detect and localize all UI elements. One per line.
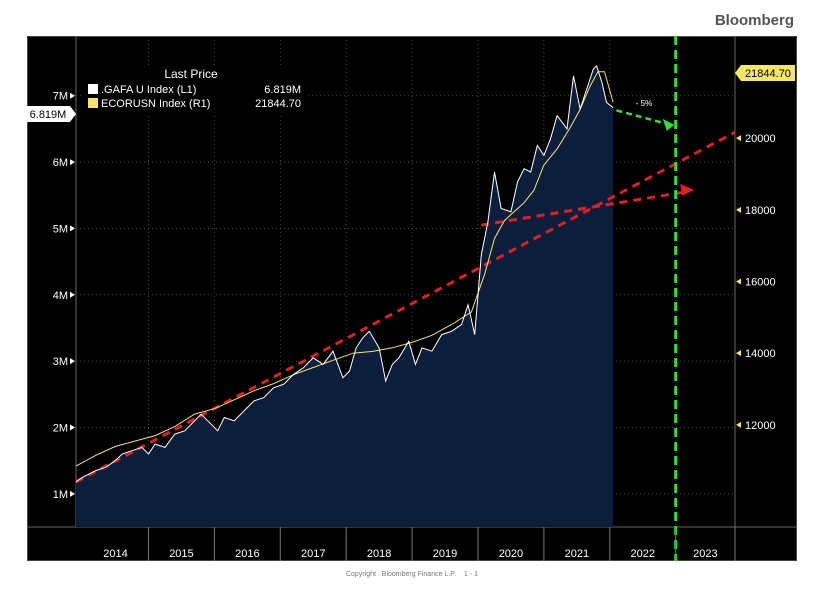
gafa-area-fill: [76, 65, 614, 528]
projection-arrow-line: [616, 109, 667, 125]
right-tick-mark: [736, 421, 741, 428]
left-tick-mark: [70, 291, 75, 298]
projection: [616, 36, 678, 561]
left-last-value-text: 6.819M: [30, 109, 67, 121]
left-tick-label: 7M: [53, 91, 68, 103]
left-last-value-label: 6.819M: [27, 106, 76, 122]
chart-frame: 1M 2M 3M 4M 5M 6M 7M 12000 14000 16000 18000 20000…: [27, 35, 797, 561]
left-tick-mark: [70, 358, 75, 365]
x-tick-label: 2017: [301, 548, 325, 560]
x-tick-label: 2016: [235, 548, 259, 560]
right-last-value-text: 21844.70: [745, 68, 791, 80]
left-tick-label: 2M: [53, 422, 68, 434]
econ-series-line: [75, 71, 614, 467]
x-tick-label: 2019: [433, 548, 457, 560]
x-tick-label: 2021: [565, 548, 589, 560]
legend-value-gafa: 6.819M: [264, 84, 301, 96]
left-tick-label: 4M: [53, 290, 68, 302]
left-tick-mark: [70, 225, 75, 232]
right-axis-ticks: 12000 14000 16000 18000 20000: [736, 133, 776, 432]
x-tick-label: 2020: [499, 548, 523, 560]
left-tick-label: 3M: [53, 356, 68, 368]
right-tick-mark: [736, 350, 741, 357]
x-tick-label: 2018: [367, 548, 391, 560]
chart: 1M 2M 3M 4M 5M 6M 7M 12000 14000 16000 18000 20000…: [27, 35, 797, 561]
x-tick-label: 2014: [103, 548, 127, 560]
legend-box: [83, 65, 307, 113]
right-tick-mark: [736, 278, 741, 285]
left-tick-mark: [70, 159, 75, 166]
left-axis-ticks: 1M 2M 3M 4M 5M 6M 7M: [53, 91, 75, 501]
left-tick-mark: [70, 424, 75, 431]
x-axis-ticks: 2014 2015 2016 2017 2018 2019 2020 2021 2022 2023: [103, 527, 736, 561]
left-tick-label: 6M: [53, 157, 68, 169]
legend-swatch-econ: [88, 98, 98, 108]
left-tick-label: 1M: [53, 489, 68, 501]
legend: Last Price .GAFA U Index (L1) 6.819M ECO…: [83, 65, 307, 113]
trend-lines: [75, 130, 736, 484]
right-last-value-label: 21844.70: [735, 65, 795, 81]
right-tick-label: 16000: [745, 277, 776, 289]
x-tick-label: 2023: [693, 548, 717, 560]
right-tick-label: 18000: [745, 205, 776, 217]
right-tick-mark: [736, 206, 741, 213]
trend-line-upper: [75, 130, 736, 484]
projection-annotation: - 5%: [636, 99, 652, 108]
left-tick-mark: [70, 92, 75, 99]
bloomberg-logo: Bloomberg: [714, 12, 794, 29]
legend-title: Last Price: [164, 67, 218, 81]
right-tick-label: 14000: [745, 348, 776, 360]
x-tick-label: 2015: [169, 548, 193, 560]
right-tick-label: 12000: [745, 420, 776, 432]
legend-value-econ: 21844.70: [255, 98, 301, 110]
legend-name-econ: ECORUSN Index (R1): [101, 98, 210, 110]
legend-swatch-gafa: [88, 84, 98, 94]
trend-line-lower: [481, 190, 686, 227]
left-tick-label: 5M: [53, 223, 68, 235]
gafa-series-line: [75, 64, 614, 483]
right-tick-label: 20000: [745, 133, 776, 145]
copyright-footer: Copyright . Bloomberg Finance L.P. 1 - 1: [0, 571, 824, 578]
right-tick-mark: [736, 135, 741, 142]
page-number: 1 - 1: [463, 571, 478, 578]
x-tick-label: 2022: [630, 548, 654, 560]
trend-arrow-head: [680, 183, 695, 196]
projection-arrow-head: [662, 118, 675, 131]
right-last-value-bg: [735, 65, 795, 81]
copyright-text: Copyright . Bloomberg Finance L.P.: [345, 571, 456, 578]
legend-name-gafa: .GAFA U Index (L1): [101, 84, 196, 96]
left-last-value-bg: [27, 106, 76, 122]
left-tick-mark: [70, 490, 75, 497]
